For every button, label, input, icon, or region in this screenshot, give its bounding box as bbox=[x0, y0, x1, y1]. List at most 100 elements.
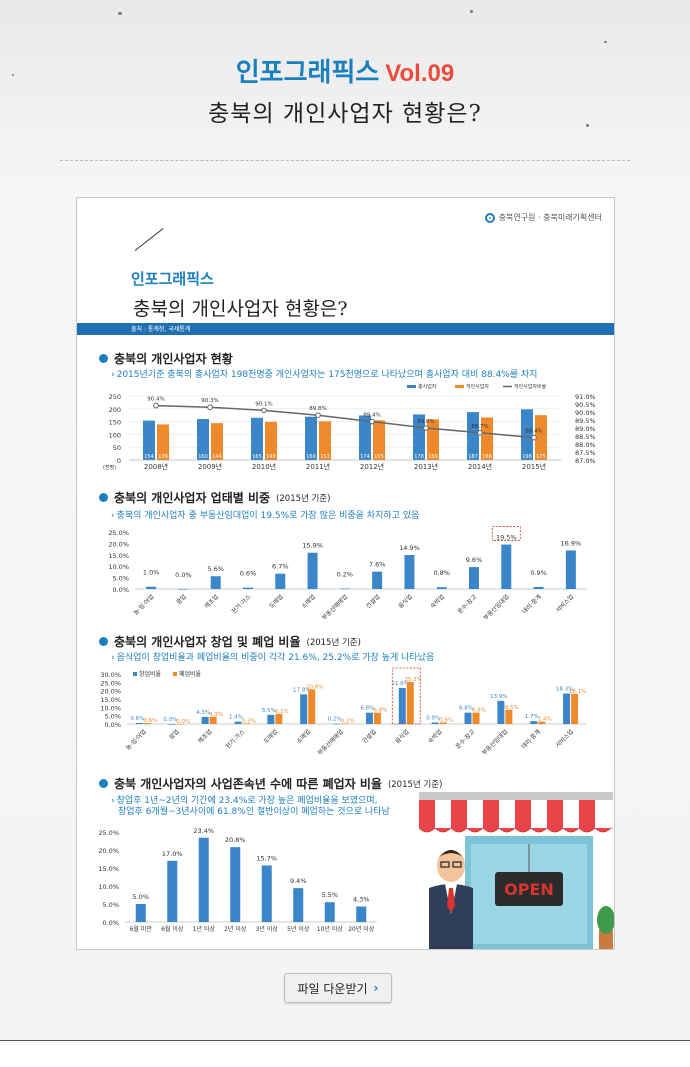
bar-value-label: 144 bbox=[212, 454, 222, 460]
shopkeeper-figure bbox=[429, 850, 473, 949]
organization-logo-icon bbox=[484, 212, 495, 223]
y-tick-label: 10.0% bbox=[108, 563, 129, 571]
data-label: 0.0% bbox=[176, 719, 190, 725]
x-tick-label: 건설업 bbox=[364, 593, 381, 610]
bar-close bbox=[341, 723, 349, 725]
data-label: 14.9% bbox=[399, 544, 420, 552]
data-label: 6.7% bbox=[272, 563, 289, 571]
y-tick-label: 20.0% bbox=[98, 847, 119, 855]
x-tick-label: 농·임·어업 bbox=[132, 593, 156, 617]
y2-tick-label: 91.0% bbox=[575, 393, 596, 401]
bar-individual bbox=[481, 417, 493, 460]
data-label: 0.6% bbox=[143, 718, 157, 724]
bar-individual bbox=[211, 423, 223, 460]
y2-tick-label: 89.5% bbox=[575, 417, 596, 425]
awning-top bbox=[419, 792, 613, 800]
bar-value-label: 151 bbox=[320, 454, 330, 460]
x-tick-label: 광업 bbox=[174, 593, 187, 606]
x-tick-label: 2009년 bbox=[198, 462, 222, 471]
x-tick-label: 6월 미만 bbox=[130, 925, 153, 933]
bar-value-label: 166 bbox=[482, 454, 492, 460]
data-label: 1.4% bbox=[229, 715, 243, 721]
y-tick-label: 10.0% bbox=[100, 704, 121, 712]
x-tick-label: 부동산임대업 bbox=[482, 593, 511, 622]
y-tick-label: 0.0% bbox=[112, 586, 129, 594]
bar-open bbox=[398, 688, 406, 724]
legend-swatch bbox=[133, 672, 137, 676]
data-label: 0.3% bbox=[242, 719, 256, 725]
bar-individual bbox=[157, 424, 169, 460]
bar-value-label: 175 bbox=[536, 454, 546, 460]
bar-value-label: 139 bbox=[158, 454, 168, 460]
data-label: 20.8% bbox=[306, 684, 323, 690]
x-tick-label: 광업 bbox=[167, 728, 180, 741]
bar-open bbox=[135, 723, 143, 724]
paper-speck bbox=[470, 10, 473, 13]
data-label: 0.8% bbox=[433, 569, 450, 577]
bar-open bbox=[234, 721, 242, 724]
bar bbox=[135, 904, 146, 922]
data-label: 13.9% bbox=[490, 694, 507, 700]
data-label: 4.3% bbox=[353, 896, 370, 904]
x-tick-label: 2011년 bbox=[306, 462, 330, 471]
chart-open-close-rate: 30.0%25.0%20.0%15.0%10.0%5.0%0.0%창업비율 폐업비… bbox=[100, 667, 587, 757]
rate-point bbox=[207, 404, 213, 411]
description-line: 2015년기준 충북의 총사업자 198천명중 개인사업자는 175천명으로 나… bbox=[116, 370, 538, 380]
bullet-icon bbox=[99, 779, 108, 788]
plant-leaves bbox=[597, 906, 614, 934]
y-tick-label: 25.0% bbox=[98, 829, 119, 837]
bar-total bbox=[359, 415, 371, 460]
bar-close bbox=[505, 709, 513, 724]
highlight-box bbox=[491, 526, 521, 541]
section-title: 충북 개인사업자의 사업존속년 수에 따른 폐업자 비율 bbox=[114, 777, 382, 791]
bar-individual bbox=[265, 421, 277, 460]
rate-point bbox=[153, 402, 159, 409]
bar-open bbox=[464, 712, 472, 724]
rate-point bbox=[477, 430, 483, 436]
bar-open bbox=[201, 716, 209, 724]
section-heading-3: 충북의 개인사업자 창업 및 폐업 비율 (2015년 기준) bbox=[99, 633, 361, 650]
data-label: 5.5% bbox=[321, 891, 338, 899]
bar-close bbox=[538, 721, 546, 724]
bar-open bbox=[530, 721, 538, 724]
data-label: 0.0% bbox=[163, 717, 177, 723]
data-label: 0.2% bbox=[328, 717, 342, 723]
data-label: 4.3% bbox=[209, 712, 223, 718]
data-label: 0.9% bbox=[530, 569, 547, 577]
x-tick-label: 부동산임대업 bbox=[480, 728, 509, 757]
bar-open bbox=[431, 722, 439, 724]
bar bbox=[243, 587, 253, 589]
organization-label: 충북연구원 · 충북미래기획센터 bbox=[484, 212, 602, 223]
bar bbox=[230, 847, 241, 922]
bar-close bbox=[308, 689, 316, 724]
x-tick-label: 전기·가스 bbox=[230, 592, 253, 615]
y-tick-label: 30.0% bbox=[100, 671, 121, 679]
data-label: 20.8% bbox=[225, 836, 246, 844]
bar bbox=[167, 860, 178, 922]
x-tick-label: 2014년 bbox=[468, 462, 492, 471]
x-tick-label: 부동산매매업 bbox=[316, 728, 345, 757]
legend-label: 개인사업자 bbox=[466, 384, 489, 390]
y-tick-label: 50 bbox=[113, 444, 121, 452]
rate-point bbox=[423, 425, 429, 431]
data-label: 18.3% bbox=[556, 687, 573, 693]
x-tick-label: 3년 이상 bbox=[256, 925, 279, 933]
y-tick-label: 0 bbox=[117, 457, 121, 465]
section-note: (2015년 기준) bbox=[306, 637, 361, 648]
bar-close bbox=[275, 713, 283, 724]
y2-tick-label: 88.0% bbox=[575, 441, 596, 449]
bar-value-label: 165 bbox=[252, 454, 262, 460]
highlight-box bbox=[391, 667, 421, 725]
x-tick-label: 도매업 bbox=[262, 728, 279, 745]
x-tick-label: 1년 이상 bbox=[193, 925, 216, 933]
chevron-right-icon: › bbox=[111, 796, 115, 806]
download-file-button[interactable]: 파일 다운받기 › bbox=[284, 973, 392, 1003]
bullet-icon bbox=[99, 637, 108, 646]
data-label: 6.1% bbox=[275, 709, 289, 715]
download-label: 파일 다운받기 bbox=[297, 981, 368, 996]
bar-value-label: 160 bbox=[198, 454, 208, 460]
section-note: (2015년 기준) bbox=[387, 779, 443, 790]
bar-open bbox=[168, 724, 176, 725]
rate-point bbox=[315, 412, 321, 419]
bar-value-label: 174 bbox=[360, 454, 370, 460]
